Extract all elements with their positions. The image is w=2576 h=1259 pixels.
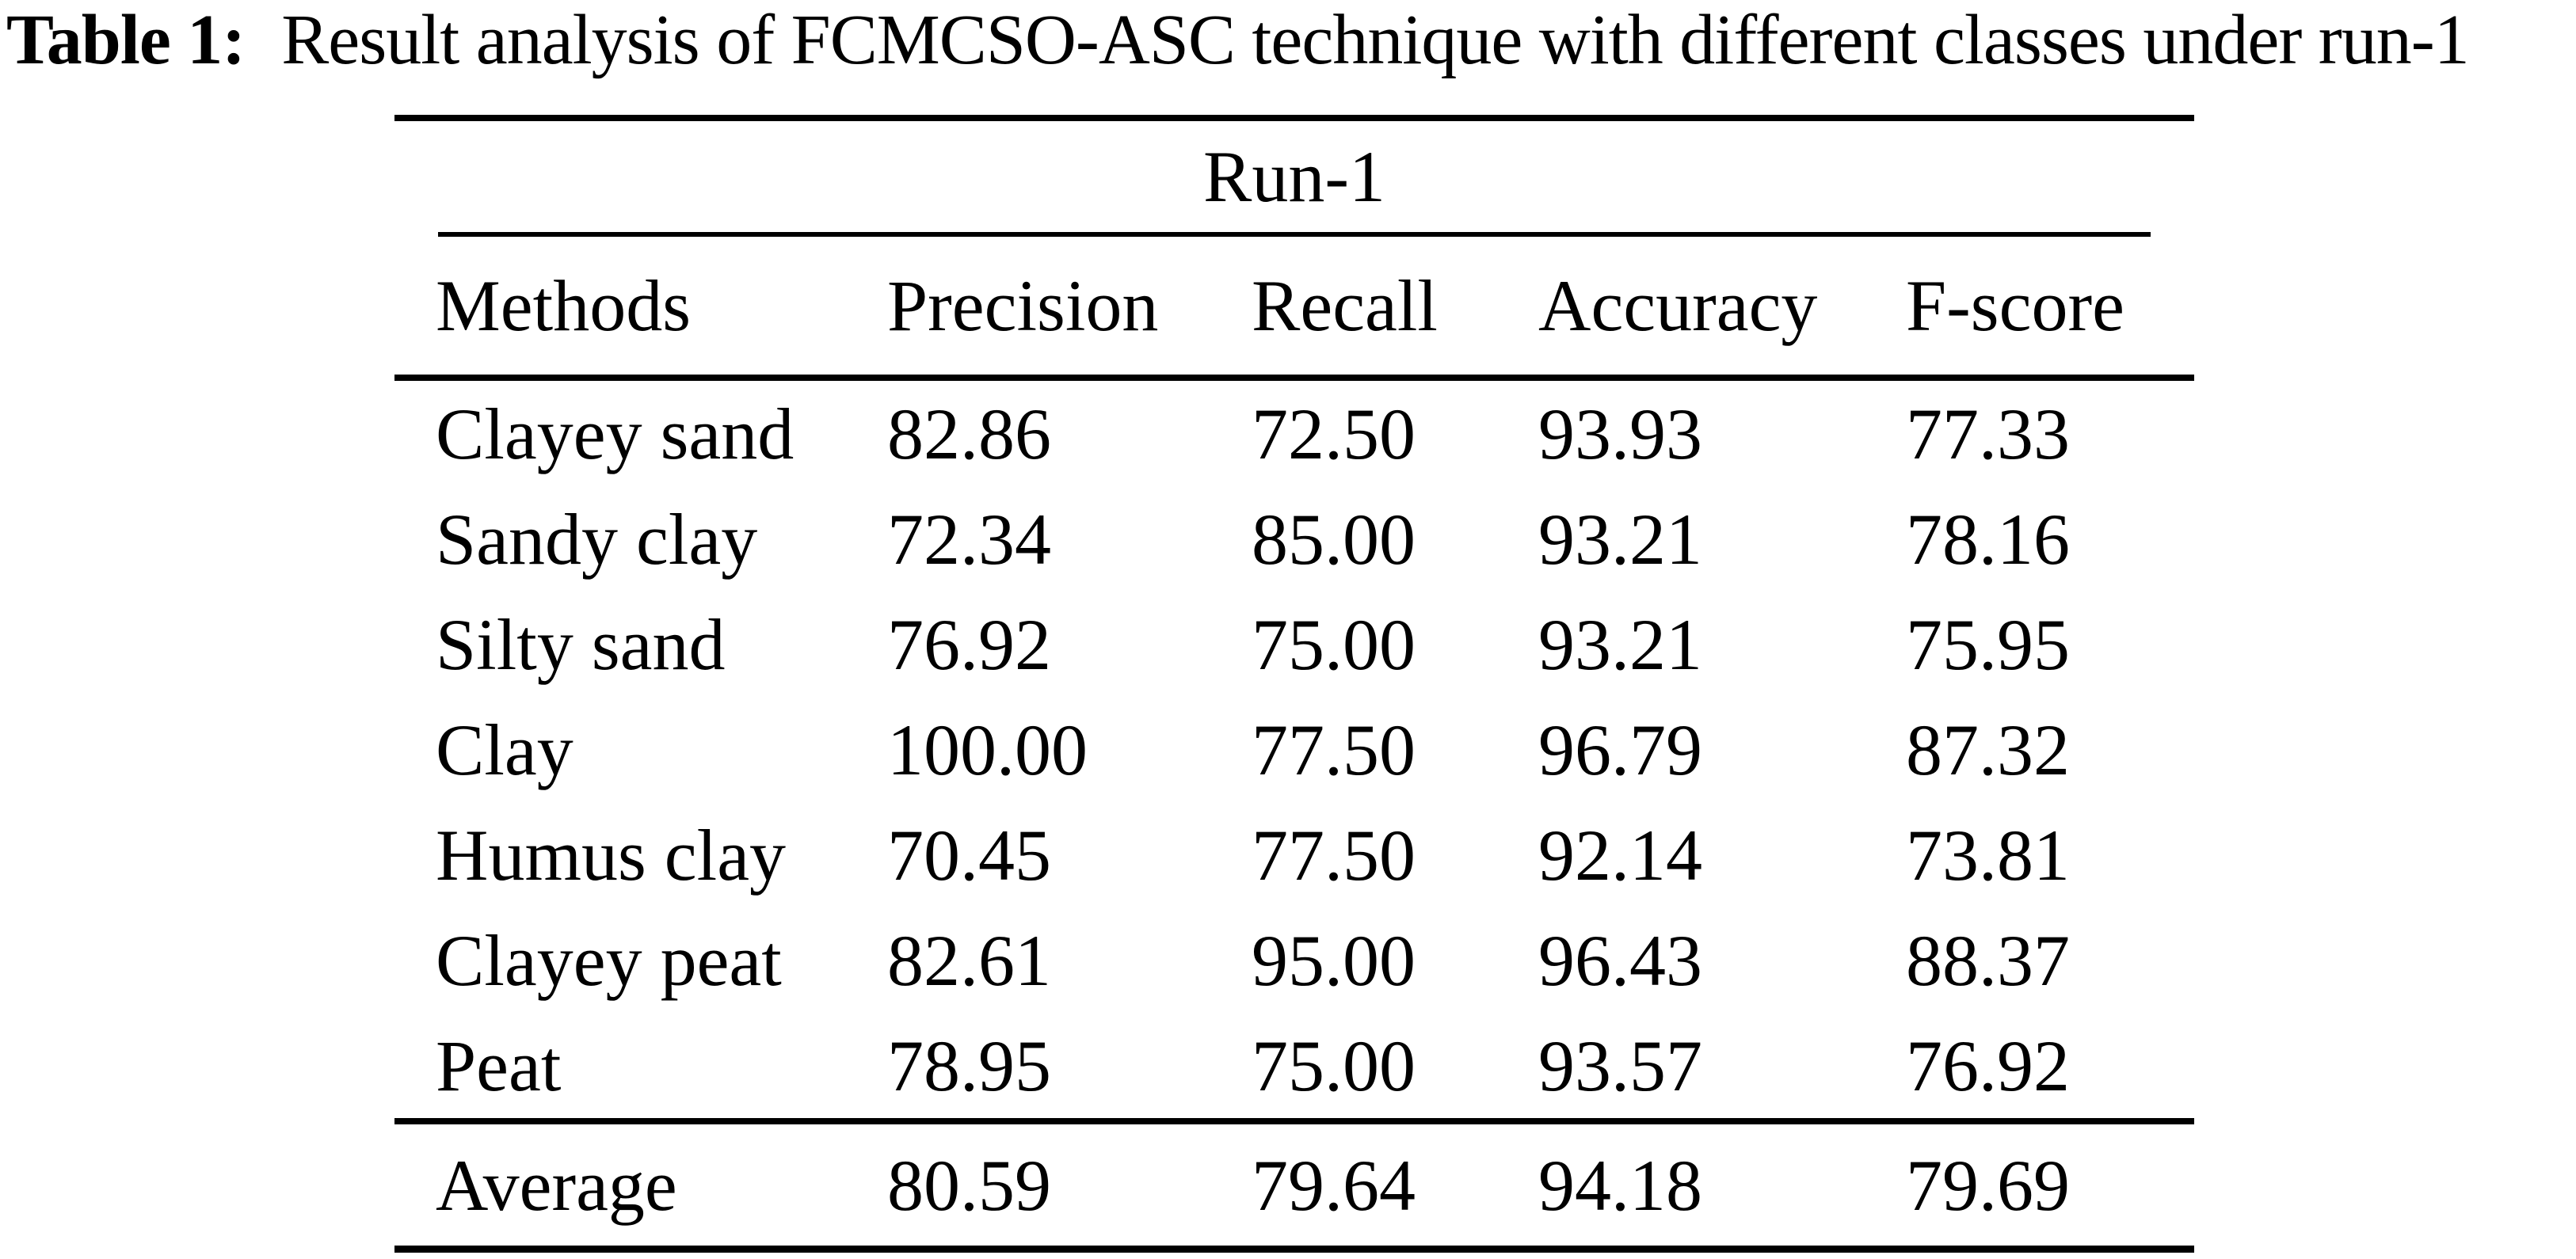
value-cell: 79.64 (1252, 1144, 1416, 1226)
value-cell: 77.50 (1252, 709, 1416, 790)
value-cell: 100.00 (887, 709, 1088, 790)
value-cell: 80.59 (887, 1144, 1051, 1226)
table-row: Clayey sand 82.86 72.50 93.93 77.33 (394, 381, 2194, 486)
table-row: Silty sand 76.92 75.00 93.21 75.95 (394, 591, 2194, 697)
value-cell: 95.00 (1252, 919, 1416, 1001)
value-cell: 82.61 (887, 919, 1051, 1001)
average-row: Average 80.59 79.64 94.18 79.69 (394, 1124, 2194, 1246)
method-cell: Sandy clay (436, 498, 758, 580)
value-cell: 72.50 (1252, 393, 1416, 474)
table-top-rule (394, 115, 2194, 121)
footer-separator-rule (394, 1118, 2194, 1124)
header-rule (394, 375, 2194, 381)
value-cell: 77.50 (1252, 814, 1416, 896)
value-cell: 93.57 (1538, 1025, 1702, 1106)
value-cell: 96.43 (1538, 919, 1702, 1001)
value-cell: 93.93 (1538, 393, 1702, 474)
table-header-row: Methods Precision Recall Accuracy F-scor… (394, 237, 2194, 375)
method-cell: Average (436, 1144, 677, 1226)
value-cell: 76.92 (1906, 1025, 2070, 1106)
method-cell: Humus clay (436, 814, 787, 896)
value-cell: 82.86 (887, 393, 1051, 474)
value-cell: 76.92 (887, 603, 1051, 685)
value-cell: 94.18 (1538, 1144, 1702, 1226)
value-cell: 93.21 (1538, 498, 1702, 580)
value-cell: 70.45 (887, 814, 1051, 896)
table-row: Clayey peat 82.61 95.00 96.43 88.37 (394, 907, 2194, 1013)
value-cell: 75.00 (1252, 603, 1416, 685)
value-cell: 93.21 (1538, 603, 1702, 685)
value-cell: 73.81 (1906, 814, 2070, 896)
value-cell: 92.14 (1538, 814, 1702, 896)
table-caption: Table 1: Result analysis of FCMCSO-ASC te… (6, 1, 2470, 79)
value-cell: 72.34 (887, 498, 1051, 580)
method-cell: Clay (436, 709, 574, 790)
value-cell: 75.00 (1252, 1025, 1416, 1106)
value-cell: 79.69 (1906, 1144, 2070, 1226)
table-row: Sandy clay 72.34 85.00 93.21 78.16 (394, 486, 2194, 591)
table-row: Peat 78.95 75.00 93.57 76.92 (394, 1013, 2194, 1118)
results-table: Run-1 Methods Precision Recall Accuracy … (394, 115, 2194, 1253)
column-header-methods: Methods (436, 265, 691, 346)
table-caption-label: Table 1: (6, 1, 246, 79)
value-cell: 96.79 (1538, 709, 1702, 790)
method-cell: Peat (436, 1025, 562, 1106)
value-cell: 77.33 (1906, 393, 2070, 474)
value-cell: 85.00 (1252, 498, 1416, 580)
method-cell: Clayey peat (436, 919, 782, 1001)
method-cell: Silty sand (436, 603, 726, 685)
method-cell: Clayey sand (436, 393, 795, 474)
column-header-precision: Precision (887, 265, 1159, 346)
table-row: Clay 100.00 77.50 96.79 87.32 (394, 697, 2194, 802)
column-header-recall: Recall (1252, 265, 1438, 346)
run-span-header-rule (438, 232, 2151, 237)
column-header-fscore: F-score (1906, 265, 2124, 346)
column-header-accuracy: Accuracy (1538, 265, 1818, 346)
value-cell: 88.37 (1906, 919, 2070, 1001)
table-row: Humus clay 70.45 77.50 92.14 73.81 (394, 802, 2194, 907)
table-caption-text: Result analysis of FCMCSO-ASC technique … (281, 1, 2469, 79)
run-span-header: Run-1 (1203, 136, 1385, 217)
value-cell: 75.95 (1906, 603, 2070, 685)
value-cell: 78.16 (1906, 498, 2070, 580)
value-cell: 87.32 (1906, 709, 2070, 790)
value-cell: 78.95 (887, 1025, 1051, 1106)
table-bottom-rule (394, 1246, 2194, 1253)
